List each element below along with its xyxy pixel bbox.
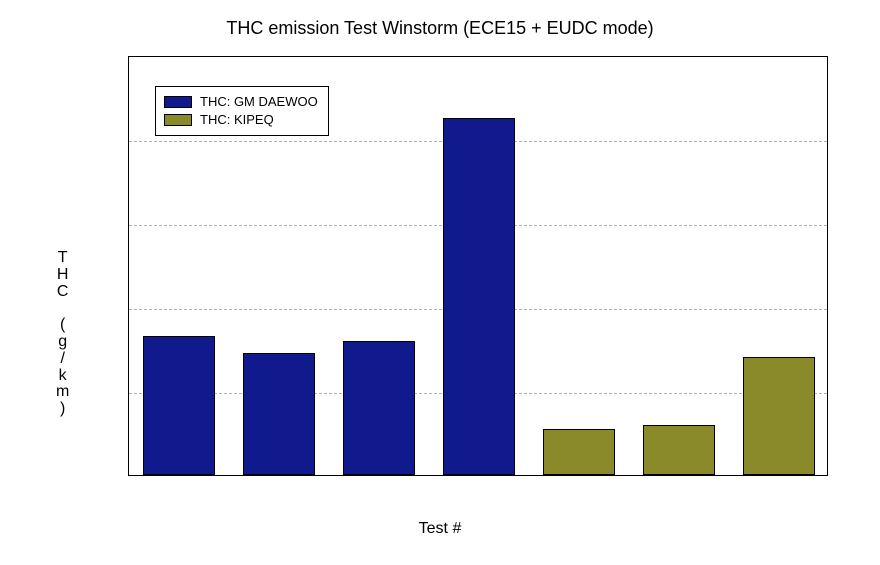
legend-item: THC: KIPEQ: [164, 111, 318, 129]
x-tick-label: GM DAT #4: [445, 475, 512, 476]
chart-title: THC emission Test Winstorm (ECE15 + EUDC…: [0, 18, 880, 39]
x-tick-label: GM DAT #3: [345, 475, 412, 476]
x-tick-label: GM DAT #2: [245, 475, 312, 476]
legend-item: THC: GM DAEWOO: [164, 93, 318, 111]
bar: [143, 336, 215, 475]
x-tick-label: GM DAT #1: [145, 475, 212, 476]
legend-label: THC: GM DAEWOO: [200, 93, 318, 111]
y-tick-label: 0.06: [128, 218, 129, 233]
x-axis-label: Test #: [0, 520, 880, 538]
y-tick-label: 0.10: [128, 56, 129, 65]
legend-swatch: [164, 96, 192, 108]
chart-container: THC emission Test Winstorm (ECE15 + EUDC…: [0, 0, 880, 565]
y-tick-label: 0.04: [128, 302, 129, 317]
legend-swatch: [164, 114, 192, 126]
x-tick-label: KIPEQ #2: [650, 475, 708, 476]
bar: [343, 341, 415, 475]
bar: [543, 429, 615, 475]
x-tick-label: KIPEQ #1: [550, 475, 608, 476]
legend-label: THC: KIPEQ: [200, 111, 274, 129]
y-tick-label: 0.08: [128, 134, 129, 149]
x-tick-label: KIPEQ #3: [750, 475, 808, 476]
bar: [243, 353, 315, 475]
legend: THC: GM DAEWOOTHC: KIPEQ: [155, 86, 329, 136]
y-axis-label: THC (g/km): [56, 250, 69, 418]
bar: [443, 118, 515, 475]
y-tick-label: 0.02: [128, 386, 129, 401]
bar: [643, 425, 715, 475]
bar: [743, 357, 815, 475]
y-tick-label: 0.00: [128, 470, 129, 477]
